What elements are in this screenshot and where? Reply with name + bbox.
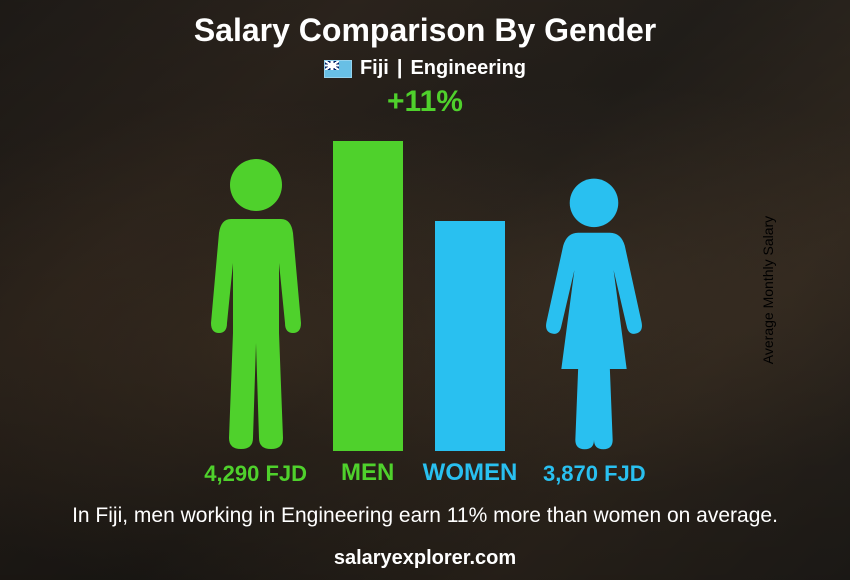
field-label: Engineering (410, 57, 526, 80)
source-label: salaryexplorer.com (334, 547, 516, 570)
main-container: Salary Comparison By Gender Fiji | Engin… (0, 0, 850, 580)
women-bar (435, 221, 505, 451)
women-figure-column: 3,870 FJD (529, 173, 659, 487)
separator: | (397, 57, 403, 80)
percentage-diff-label: +11% (387, 85, 463, 119)
men-figure-column: 4,290 FJD (191, 153, 321, 487)
chart-area: +11% 4,290 FJD MEN WOMEN (30, 90, 820, 487)
y-axis-label: Average Monthly Salary (760, 216, 776, 364)
country-label: Fiji (360, 57, 389, 80)
women-salary-label: 3,870 FJD (543, 461, 646, 487)
men-group: 4,290 FJD MEN (191, 141, 403, 487)
men-category-label: MEN (341, 459, 394, 487)
women-bar-column: WOMEN (423, 221, 518, 487)
men-bar-column: MEN (333, 141, 403, 487)
men-bar (333, 141, 403, 451)
women-category-label: WOMEN (423, 459, 518, 487)
subtitle-row: Fiji | Engineering (324, 57, 526, 80)
description-text: In Fiji, men working in Engineering earn… (72, 502, 778, 529)
fiji-flag-icon (324, 60, 352, 78)
man-icon (191, 153, 321, 453)
women-group: WOMEN 3,870 FJD (423, 173, 660, 487)
woman-icon (529, 173, 659, 453)
men-salary-label: 4,290 FJD (204, 461, 307, 487)
page-title: Salary Comparison By Gender (194, 12, 656, 49)
